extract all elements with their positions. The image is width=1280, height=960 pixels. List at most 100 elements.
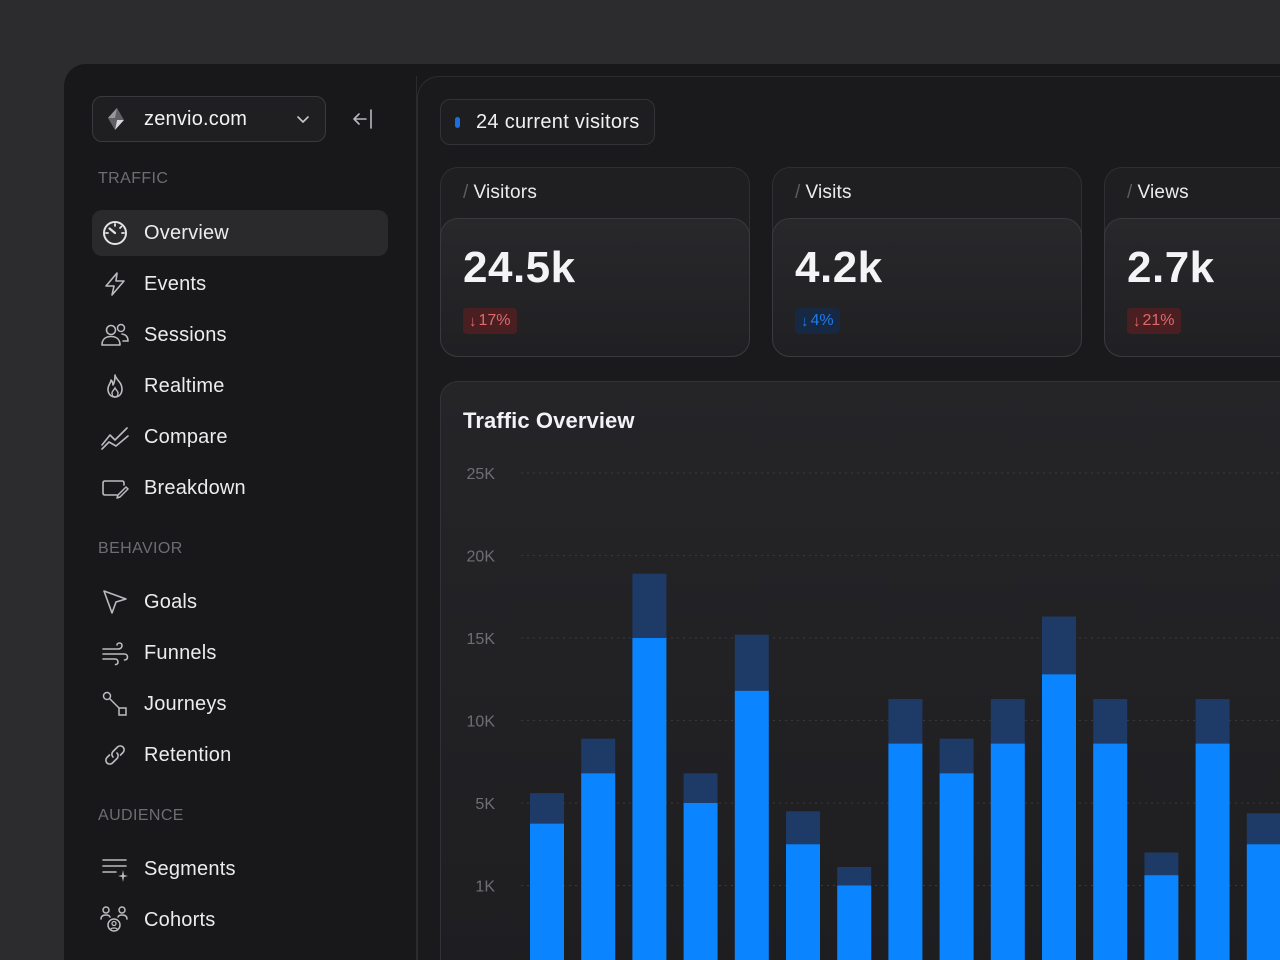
- path-nodes-icon: [100, 689, 130, 719]
- sidebar-item-overview[interactable]: Overview: [92, 210, 388, 256]
- section-title-audience: AUDIENCE: [98, 807, 184, 824]
- sidebar-item-label: Compare: [144, 425, 228, 448]
- bar-segment-primary[interactable]: [581, 773, 616, 960]
- bar-segment-secondary[interactable]: [837, 866, 872, 886]
- sidebar: zenvio.com TRAFFIC Overview Events Se: [64, 64, 416, 960]
- bar-segment-primary[interactable]: [1246, 844, 1280, 960]
- trend-lines-icon: [100, 422, 130, 452]
- section-title-traffic: TRAFFIC: [98, 170, 169, 187]
- bar-segment-secondary[interactable]: [1195, 699, 1230, 744]
- site-name: zenvio.com: [144, 107, 248, 130]
- stat-value: 4.2k: [795, 243, 883, 292]
- stat-label: / Visitors: [463, 182, 538, 203]
- bar-segment-secondary[interactable]: [1144, 852, 1179, 876]
- stat-body: 24.5k ↓ 17%: [440, 218, 750, 357]
- y-tick-label: 10K: [467, 714, 496, 731]
- bar-segment-primary[interactable]: [1195, 743, 1230, 960]
- bar-segment-primary[interactable]: [837, 885, 872, 960]
- sidebar-item-cohorts[interactable]: Cohorts: [92, 897, 388, 943]
- bar-segment-primary[interactable]: [683, 803, 718, 960]
- arrow-down-icon: ↓: [801, 312, 809, 330]
- sidebar-item-sessions[interactable]: Sessions: [92, 312, 388, 358]
- group-icon: [100, 905, 130, 935]
- flame-icon: [100, 371, 130, 401]
- collapse-sidebar-icon[interactable]: [350, 106, 376, 132]
- bar-segment-primary[interactable]: [786, 844, 820, 960]
- stat-value: 2.7k: [1127, 243, 1215, 292]
- y-tick-label: 1K: [475, 879, 495, 896]
- stat-body: 4.2k ↓ 4%: [772, 218, 1082, 357]
- sidebar-item-breakdown[interactable]: Breakdown: [92, 465, 388, 511]
- app-window: zenvio.com TRAFFIC Overview Events Se: [64, 64, 1280, 960]
- sidebar-item-retention[interactable]: Retention: [92, 732, 388, 778]
- site-logo-icon: [105, 108, 127, 130]
- bar-segment-secondary[interactable]: [530, 793, 564, 824]
- bar-segment-primary[interactable]: [1144, 875, 1179, 960]
- arrow-down-icon: ↓: [469, 312, 477, 330]
- sidebar-item-compare[interactable]: Compare: [92, 414, 388, 460]
- bar-segment-primary[interactable]: [939, 773, 974, 960]
- bar-segment-secondary[interactable]: [734, 634, 769, 691]
- link-icon: [100, 740, 130, 770]
- bar-segment-primary[interactable]: [632, 638, 667, 960]
- bar-segment-secondary[interactable]: [1246, 813, 1280, 845]
- bar-segment-primary[interactable]: [888, 743, 923, 960]
- stat-card-visitors[interactable]: / Visitors 24.5k ↓ 17%: [440, 167, 750, 357]
- traffic-overview-chart-card: Traffic Overview 25K 20K 15K 10K 5K 1K: [440, 381, 1280, 960]
- sidebar-divider: [416, 76, 417, 960]
- stat-label: / Visits: [795, 182, 852, 203]
- bar-segment-primary[interactable]: [1042, 674, 1076, 960]
- users-icon: [100, 320, 130, 350]
- lightning-icon: [100, 269, 130, 299]
- site-selector[interactable]: zenvio.com: [92, 96, 326, 142]
- live-indicator-icon: [455, 116, 460, 128]
- list-sparkle-icon: [100, 854, 130, 884]
- chart-title: Traffic Overview: [463, 408, 635, 433]
- stat-card-views[interactable]: / Views 2.7k ↓ 21%: [1104, 167, 1280, 357]
- sidebar-item-label: Cohorts: [144, 908, 216, 931]
- bar-segment-secondary[interactable]: [632, 573, 667, 638]
- bar-segment-secondary[interactable]: [786, 811, 820, 845]
- bar-segment-secondary[interactable]: [939, 738, 974, 774]
- sidebar-item-label: Journeys: [144, 692, 227, 715]
- bar-segment-secondary[interactable]: [990, 699, 1025, 744]
- sidebar-item-segments[interactable]: Segments: [92, 846, 388, 892]
- cursor-pointer-icon: [100, 587, 130, 617]
- sidebar-item-realtime[interactable]: Realtime: [92, 363, 388, 409]
- bar-segment-primary[interactable]: [990, 743, 1025, 960]
- tag-edit-icon: [100, 473, 130, 503]
- gauge-icon: [100, 218, 130, 248]
- stat-change-badge: ↓ 4%: [795, 308, 840, 334]
- sidebar-item-label: Realtime: [144, 374, 225, 397]
- stat-card-visits[interactable]: / Visits 4.2k ↓ 4%: [772, 167, 1082, 357]
- chevron-down-icon: [295, 111, 311, 127]
- traffic-chart: 25K 20K 15K 10K 5K 1K: [467, 466, 1280, 960]
- bar-segment-secondary[interactable]: [1042, 616, 1076, 675]
- stat-label: / Views: [1127, 182, 1189, 203]
- sidebar-item-label: Sessions: [144, 323, 227, 346]
- sidebar-item-journeys[interactable]: Journeys: [92, 681, 388, 727]
- y-tick-label: 25K: [467, 466, 496, 483]
- sidebar-item-funnels[interactable]: Funnels: [92, 630, 388, 676]
- sidebar-item-label: Overview: [144, 221, 229, 244]
- current-visitors-pill[interactable]: 24 current visitors: [440, 99, 655, 145]
- y-tick-label: 20K: [467, 549, 496, 566]
- y-tick-label: 15K: [467, 631, 496, 648]
- sidebar-item-label: Breakdown: [144, 476, 246, 499]
- sidebar-item-label: Retention: [144, 743, 232, 766]
- sidebar-item-goals[interactable]: Goals: [92, 579, 388, 625]
- bar-segment-secondary[interactable]: [581, 738, 616, 774]
- bar-segment-secondary[interactable]: [888, 699, 923, 744]
- bar-segment-secondary[interactable]: [683, 773, 718, 803]
- sidebar-item-label: Segments: [144, 857, 236, 880]
- sidebar-item-label: Funnels: [144, 641, 217, 664]
- sidebar-item-label: Goals: [144, 590, 198, 613]
- current-visitors-text: 24 current visitors: [476, 110, 640, 133]
- bar-segment-primary[interactable]: [1093, 743, 1128, 960]
- main-content: 24 current visitors / Visitors 24.5k ↓ 17%…: [417, 76, 1280, 960]
- bar-segment-primary[interactable]: [734, 690, 769, 960]
- arrow-down-icon: ↓: [1133, 312, 1141, 330]
- bar-segment-primary[interactable]: [530, 823, 564, 960]
- bar-segment-secondary[interactable]: [1093, 699, 1128, 744]
- sidebar-item-events[interactable]: Events: [92, 261, 388, 307]
